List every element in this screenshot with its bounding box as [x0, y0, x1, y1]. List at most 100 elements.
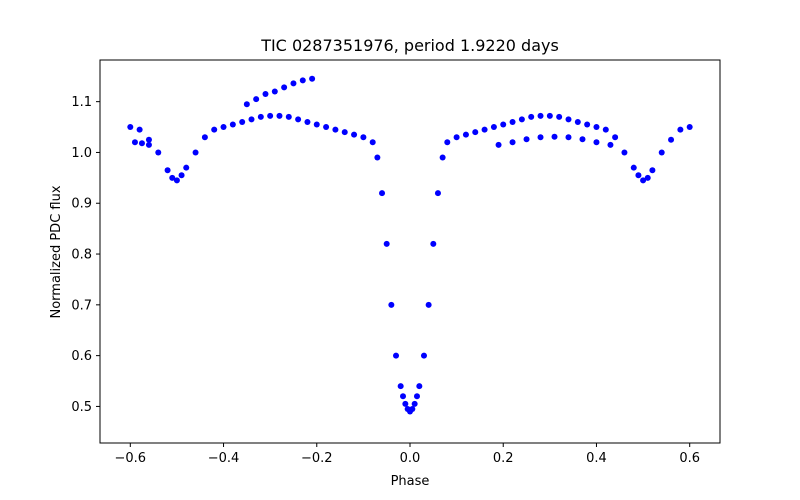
data-point	[537, 112, 544, 119]
y-tick-label: 1.1	[71, 95, 92, 110]
data-point	[500, 121, 507, 128]
data-point	[523, 136, 530, 143]
data-point	[374, 154, 381, 161]
chart-title: TIC 0287351976, period 1.9220 days	[260, 36, 559, 55]
data-point	[635, 172, 642, 179]
data-point	[183, 164, 190, 171]
data-point	[416, 383, 423, 390]
y-axis: 0.5 0.6 0.7 0.8 0.9 1.0 1.1	[71, 95, 100, 415]
data-point	[556, 113, 563, 120]
data-point	[332, 126, 339, 133]
y-tick-label: 0.9	[71, 197, 92, 212]
data-point	[409, 405, 416, 412]
y-axis-label: Normalized PDC flux	[49, 185, 64, 318]
data-point	[602, 126, 609, 133]
y-tick-label: 0.6	[71, 349, 92, 364]
data-point	[383, 240, 390, 247]
data-point	[677, 126, 684, 133]
data-point	[243, 101, 250, 108]
data-point	[490, 124, 497, 131]
data-point	[472, 129, 479, 136]
data-point	[621, 149, 628, 156]
data-point	[420, 352, 427, 359]
x-tick-label: 0.4	[586, 451, 607, 466]
data-point	[295, 116, 302, 123]
data-point	[136, 126, 143, 133]
data-point	[565, 134, 572, 141]
data-point	[593, 139, 600, 146]
data-point	[276, 112, 283, 119]
data-point	[220, 124, 227, 131]
y-tick-label: 0.5	[71, 400, 92, 415]
x-tick-label: 0.0	[400, 451, 421, 466]
data-point	[145, 141, 152, 148]
data-point	[178, 172, 185, 179]
data-point	[551, 133, 558, 140]
y-tick-label: 1.0	[71, 146, 92, 161]
data-point	[411, 400, 418, 407]
data-points	[127, 75, 693, 415]
y-tick-label: 0.7	[71, 298, 92, 313]
data-point	[267, 112, 274, 119]
data-point	[439, 154, 446, 161]
data-point	[574, 118, 581, 125]
data-point	[509, 118, 516, 125]
data-point	[434, 190, 441, 197]
y-tick-label: 0.8	[71, 248, 92, 263]
data-point	[138, 140, 145, 147]
data-point	[402, 400, 409, 407]
data-point	[444, 139, 451, 146]
data-point	[271, 88, 278, 95]
data-point	[248, 116, 255, 123]
x-tick-label: 0.6	[679, 451, 700, 466]
data-point	[164, 167, 171, 174]
data-point	[290, 80, 297, 87]
data-point	[299, 77, 306, 84]
data-point	[668, 136, 675, 143]
data-point	[528, 113, 535, 120]
data-point	[388, 301, 395, 308]
data-point	[397, 383, 404, 390]
data-point	[565, 116, 572, 123]
data-point	[127, 124, 134, 131]
data-point	[131, 139, 138, 146]
data-point	[169, 174, 176, 181]
data-point	[211, 126, 218, 133]
data-point	[192, 149, 199, 156]
data-point	[323, 124, 330, 131]
data-point	[612, 134, 619, 141]
data-point	[145, 136, 152, 143]
data-point	[155, 149, 162, 156]
data-point	[630, 164, 637, 171]
data-point	[253, 96, 260, 103]
data-point	[658, 149, 665, 156]
data-point	[257, 113, 264, 120]
data-point	[425, 301, 432, 308]
data-point	[262, 91, 269, 98]
x-tick-label: −0.2	[301, 451, 333, 466]
data-point	[430, 240, 437, 247]
data-point	[285, 113, 292, 120]
data-point	[644, 174, 651, 181]
x-tick-label: 0.2	[493, 451, 514, 466]
data-point	[649, 167, 656, 174]
data-point	[413, 393, 420, 400]
data-point	[462, 131, 469, 138]
data-point	[379, 190, 386, 197]
x-tick-label: −0.4	[208, 451, 240, 466]
data-point	[495, 141, 502, 148]
data-point	[229, 121, 236, 128]
data-point	[341, 129, 348, 136]
data-point	[509, 139, 516, 146]
data-point	[313, 121, 320, 128]
data-point	[518, 116, 525, 123]
data-point	[369, 139, 376, 146]
x-axis: −0.6 −0.4 −0.2 0.0 0.2 0.4 0.6	[115, 443, 700, 466]
data-point	[400, 393, 407, 400]
data-point	[281, 84, 288, 91]
data-point	[393, 352, 400, 359]
data-point	[309, 75, 316, 82]
data-point	[686, 124, 693, 131]
data-point	[201, 134, 208, 141]
